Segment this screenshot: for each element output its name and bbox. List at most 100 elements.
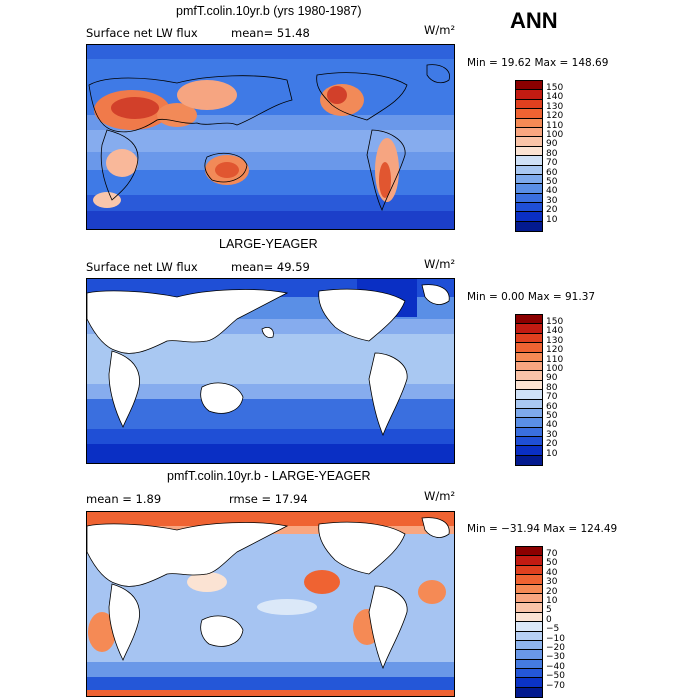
colorbar-tick-label: 150 [546,83,564,93]
colorbar-tick-label: 20 [546,439,558,450]
panel1-colorbar-swatch [516,193,542,204]
panel1-colorbar-swatch [516,221,542,232]
panel1-colorbar-swatch [516,146,542,157]
panel2-map-field [87,279,454,463]
panel2-colorbar-swatch [516,437,542,447]
panel1-units: W/m² [424,23,456,37]
panel3-colorbar-swatch [516,565,542,576]
panel1-title: pmfT.colin.10yr.b (yrs 1980-1987) [176,4,362,18]
panel1-colorbar-swatch [516,109,542,119]
panel2-variable: Surface net LW flux [86,260,198,274]
panel1-colorbar-swatch [516,203,542,213]
colorbar-tick-label: 10 [546,214,558,225]
panel2-mean: mean= 49.59 [231,260,310,274]
panel1-colorbar-swatch [516,81,542,91]
colorbar-tick-label: 80 [546,382,558,393]
colorbar-tick-label: 130 [546,335,564,346]
panel3-colorbar-swatch [516,640,542,651]
panel1-colorbar-swatch [516,184,542,194]
colorbar-tick-label: 20 [546,586,558,597]
panel3-colorbar-swatch [516,631,542,641]
panel2-colorbar-swatch [516,352,542,362]
colorbar-tick-label: 20 [546,205,558,216]
panel1-variable: Surface net LW flux [86,26,198,40]
colorbar-tick-label: 140 [546,92,564,103]
panel2-colorbar-swatch [516,427,542,438]
panel3-colorbar-swatch [516,678,542,688]
panel2-colorbar-swatch [516,390,542,400]
colorbar-tick-label: −20 [546,643,565,653]
colorbar-tick-label: 90 [546,373,558,384]
colorbar-tick-label: 40 [546,420,558,431]
colorbar-tick-label: 70 [546,549,558,559]
colorbar-tick-label: 50 [546,177,558,187]
panel2-minmax: Min = 0.00 Max = 91.37 [467,291,596,303]
panel3-map-field [87,512,454,696]
colorbar-tick-label: 70 [546,392,558,403]
panel3-map [86,511,455,697]
panel3-colorbar-swatch [516,659,542,670]
panel2-colorbar-swatch [516,333,542,344]
colorbar-tick-label: 100 [546,364,564,374]
panel3-colorbar-swatch [516,669,542,679]
colorbar-tick-label: 10 [546,448,558,459]
panel2-colorbar-swatch [516,399,542,409]
panel1-colorbar-swatch [516,165,542,175]
colorbar-tick-label: 120 [546,111,564,122]
panel2-colorbar [515,314,543,467]
colorbar-tick-label: −70 [546,680,565,691]
colorbar-tick-label: 30 [546,429,558,440]
panel2-colorbar-swatch [516,380,542,391]
panel3-title: pmfT.colin.10yr.b - LARGE-YEAGER [167,469,371,483]
panel1-map-field [87,45,454,229]
panel1-map [86,44,455,230]
panel2-colorbar-swatch [516,371,542,381]
panel1-colorbar-swatch [516,118,542,128]
panel1-colorbar-swatch [516,99,542,110]
panel3-colorbar-swatch [516,575,542,585]
colorbar-tick-label: −40 [546,661,565,672]
panel1-minmax: Min = 19.62 Max = 148.69 [467,57,609,69]
colorbar-tick-label: 10 [546,596,558,606]
colorbar-tick-label: −50 [546,671,565,682]
panel1-colorbar-swatch [516,212,542,222]
panel3-colorbar-swatch [516,622,542,632]
colorbar-tick-label: 110 [546,120,564,131]
panel2-units: W/m² [424,257,456,271]
panel3-rmse: rmse = 17.94 [229,492,308,506]
panel3-colorbar-swatch [516,612,542,623]
panel3-colorbar-swatch [516,687,542,698]
colorbar-tick-label: 40 [546,567,558,578]
panel2-colorbar-swatch [516,324,542,334]
panel1-mean: mean= 51.48 [231,26,310,40]
colorbar-tick-label: 5 [546,605,552,616]
colorbar-tick-label: −30 [546,652,565,663]
colorbar-tick-label: 30 [546,195,558,206]
colorbar-tick-label: 100 [546,130,564,140]
panel2-colorbar-swatch [516,446,542,456]
panel3-colorbar-swatch [516,603,542,613]
colorbar-tick-label: 110 [546,354,564,365]
panel2-map [86,278,455,464]
colorbar-tick-label: 50 [546,411,558,421]
panel1-colorbar [515,80,543,233]
season-label: ANN [510,8,558,33]
panel3-mean: mean = 1.89 [86,492,162,506]
panel1-colorbar-swatch [516,127,542,138]
panel3-units: W/m² [424,489,456,503]
panel3-colorbar-swatch [516,584,542,594]
panel1-colorbar-swatch [516,90,542,100]
colorbar-tick-label: 30 [546,577,558,588]
colorbar-tick-label: 80 [546,148,558,159]
colorbar-tick-label: −5 [546,624,560,635]
panel3-colorbar-swatch [516,547,542,557]
panel1-colorbar-swatch [516,156,542,166]
panel2-colorbar-swatch [516,408,542,419]
panel1-colorbar-swatch [516,137,542,147]
panel3-colorbar [515,546,543,699]
colorbar-tick-label: 130 [546,101,564,112]
panel2-colorbar-swatch [516,418,542,428]
colorbar-tick-label: −10 [546,633,565,644]
panel2-colorbar-swatch [516,343,542,353]
colorbar-tick-label: 50 [546,558,558,569]
